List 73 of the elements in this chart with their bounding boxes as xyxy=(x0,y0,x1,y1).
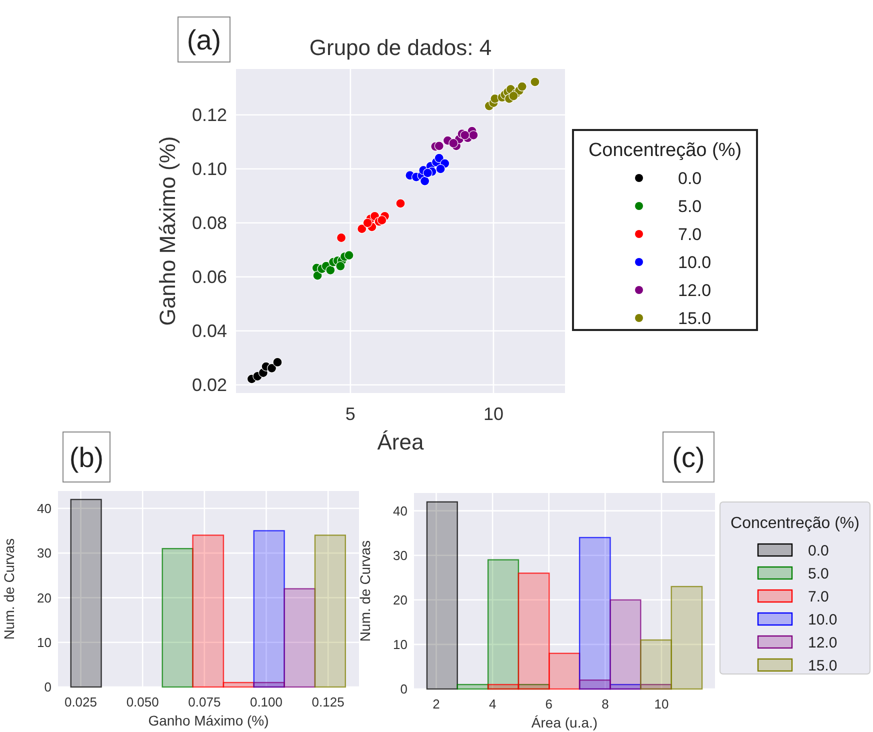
point xyxy=(436,164,446,174)
legend-label: 15.0 xyxy=(678,308,712,328)
x-axis-title: Área (u.a.) xyxy=(531,714,598,730)
legend-label: 7.0 xyxy=(808,588,829,606)
y-tick-label: 0.04 xyxy=(192,321,227,342)
point xyxy=(517,82,527,92)
legend-label: 12.0 xyxy=(808,634,838,652)
legend-label: 12.0 xyxy=(678,280,712,300)
point xyxy=(326,265,336,275)
x-tick-label: 4 xyxy=(488,696,496,712)
y-tick-label: 10 xyxy=(393,637,408,652)
x-tick-label: 0.100 xyxy=(250,694,283,710)
x-tick-label: 10 xyxy=(654,696,669,712)
y-tick-label: 20 xyxy=(37,590,52,606)
point xyxy=(448,138,458,148)
y-tick-label: 0.12 xyxy=(192,105,227,126)
legend-title: Concentreção (%) xyxy=(730,515,860,532)
x-tick-label: 6 xyxy=(545,696,552,712)
point xyxy=(336,232,346,243)
legend-label: 0.0 xyxy=(678,168,702,188)
legend-title: Concentreção (%) xyxy=(588,140,742,161)
point xyxy=(377,215,387,225)
legend-label: 0.0 xyxy=(808,542,829,560)
point xyxy=(272,357,282,368)
x-tick-label: 0.025 xyxy=(64,694,98,710)
y-tick-label: 0 xyxy=(44,680,52,695)
point xyxy=(312,270,322,280)
y-tick-label: 40 xyxy=(393,503,408,518)
x-axis-title: Área xyxy=(377,430,424,455)
y-tick-label: 0.06 xyxy=(192,267,227,288)
y-tick-label: 0 xyxy=(400,682,408,697)
point xyxy=(530,77,540,87)
legend-label: 7.0 xyxy=(678,224,702,244)
point xyxy=(336,261,346,271)
y-tick-label: 40 xyxy=(37,500,52,516)
legend-label: 15.0 xyxy=(808,657,838,674)
text: (b) xyxy=(69,442,104,473)
x-tick-label: 8 xyxy=(602,696,609,712)
point xyxy=(434,153,444,163)
y-tick-label: 10 xyxy=(37,634,52,650)
point xyxy=(420,176,430,186)
y-tick-label: 0.08 xyxy=(192,213,227,234)
y-axis-title: Num. de Curvas xyxy=(0,538,17,640)
text: (c) xyxy=(672,442,705,473)
legend-label: 5.0 xyxy=(678,196,702,216)
point xyxy=(434,141,444,151)
y-tick-label: 30 xyxy=(37,546,52,561)
x-tick-label: 0.050 xyxy=(126,694,159,710)
point xyxy=(266,363,277,373)
x-axis-title: Ganho Máximo (%) xyxy=(148,712,269,728)
legend-label: 10.0 xyxy=(678,252,712,272)
legend-label: 5.0 xyxy=(808,565,829,582)
x-tick-label: 5 xyxy=(345,404,356,424)
x-tick-label: 2 xyxy=(432,696,440,712)
point xyxy=(344,250,354,260)
chart-title: Grupo de dados: 4 xyxy=(309,35,492,60)
y-axis-title: Num. de Curvas xyxy=(356,540,373,642)
point xyxy=(357,224,367,234)
y-tick-label: 0.10 xyxy=(192,159,227,180)
point xyxy=(396,198,406,208)
text: (a) xyxy=(186,24,222,56)
point xyxy=(362,218,372,228)
y-tick-label: 30 xyxy=(393,548,408,563)
x-tick-label: 0.125 xyxy=(312,694,344,710)
y-tick-label: 20 xyxy=(393,592,408,608)
point xyxy=(460,130,470,140)
x-tick-label: 0.075 xyxy=(188,694,221,710)
point xyxy=(508,91,518,101)
point xyxy=(468,130,478,140)
legend-label: 10.0 xyxy=(808,611,838,628)
y-tick-label: 0.02 xyxy=(192,375,227,396)
point xyxy=(422,168,432,178)
y-axis-title: Ganho Máximo (%) xyxy=(154,136,180,326)
